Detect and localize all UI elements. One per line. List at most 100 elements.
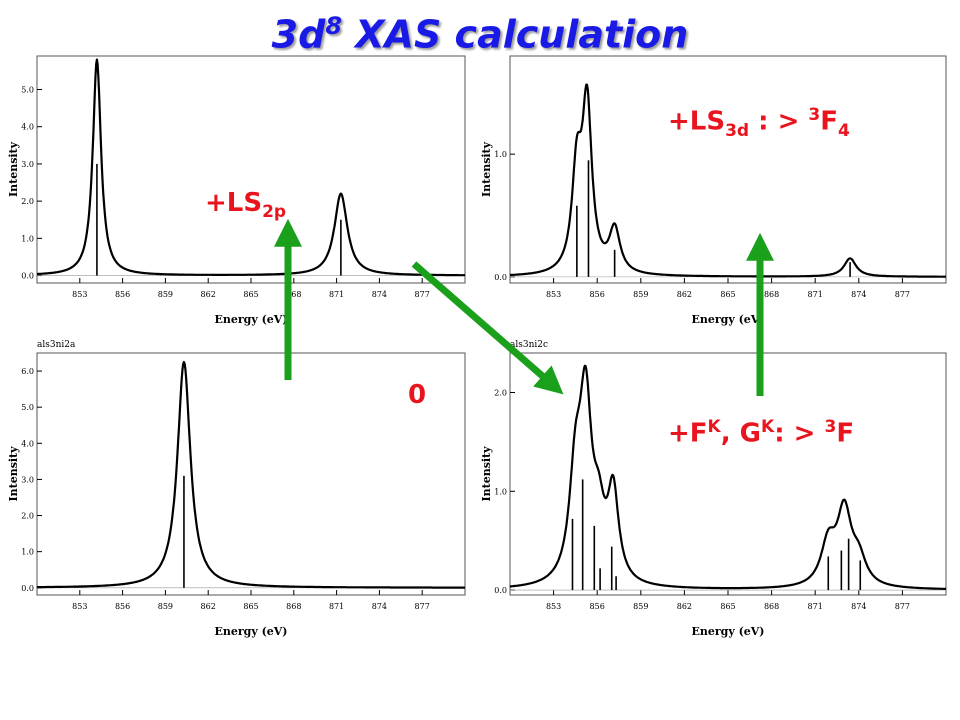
spectrum-curve (509, 83, 947, 278)
label-ls2p-sub: 2p (262, 202, 287, 223)
x-tick-label: 859 (158, 290, 173, 299)
label-zero-text: 0 (408, 380, 427, 410)
y-tick-label: 0.0 (494, 586, 507, 595)
x-tick-label: 862 (201, 602, 216, 611)
x-tick-label: 877 (895, 290, 910, 299)
x-tick-label: 853 (546, 290, 561, 299)
arrow-diagonal (411, 261, 564, 395)
x-tick-label: 868 (286, 602, 301, 611)
x-tick-label: 853 (72, 602, 87, 611)
plot-frame (36, 352, 466, 596)
x-tick-label: 856 (115, 602, 130, 611)
label-fk-a: +F (668, 418, 708, 449)
y-axis-label: Intensity (480, 446, 493, 502)
label-ls3d-tailsub: 4 (838, 120, 850, 141)
x-tick-label: 874 (372, 290, 387, 299)
y-tick-label: 2.0 (494, 389, 507, 398)
x-tick-label: 865 (720, 602, 735, 611)
x-tick-label: 856 (590, 602, 605, 611)
label-ls3d-text: +LS (668, 106, 726, 137)
label-ls2p: +LS2p (205, 188, 286, 227)
x-tick-label: 853 (72, 290, 87, 299)
plot-frame (509, 352, 947, 596)
y-axis-label: Intensity (7, 446, 20, 502)
x-tick-label: 871 (808, 602, 823, 611)
spectrum-curve (36, 58, 466, 277)
x-tick-label: 865 (243, 290, 258, 299)
y-tick-label: 1.0 (494, 487, 507, 496)
x-tick-label: 871 (329, 290, 344, 299)
x-tick-label: 862 (677, 290, 692, 299)
y-tick-label: 2.0 (21, 512, 34, 521)
y-tick-label: 1.0 (21, 234, 34, 243)
x-axis-label: Energy (eV) (214, 625, 287, 638)
x-tick-label: 859 (633, 290, 648, 299)
label-fk-asup: K (707, 417, 721, 437)
x-tick-label: 859 (158, 602, 173, 611)
label-fk-gk: +FK, GK: > 3F (668, 412, 854, 449)
label-fk-d: F (836, 418, 855, 449)
label-fk-bsup: K (761, 417, 775, 437)
x-tick-label: 868 (764, 290, 779, 299)
x-tick-label: 874 (372, 602, 387, 611)
y-axis-label: Intensity (480, 141, 493, 197)
spectrum-curve (36, 360, 466, 589)
y-tick-label: 6.0 (21, 367, 34, 376)
x-tick-label: 874 (851, 290, 866, 299)
spectrum-curve (509, 364, 947, 590)
panel-title: als3ni2c (510, 340, 548, 350)
label-fk-b: , G (720, 418, 762, 449)
x-tick-label: 871 (808, 290, 823, 299)
x-tick-label: 871 (329, 602, 344, 611)
y-tick-label: 1.0 (494, 150, 507, 159)
label-ls3d-sub: 3d (725, 120, 750, 141)
x-tick-label: 877 (415, 602, 430, 611)
x-axis-label: Energy (eV) (691, 625, 764, 638)
y-tick-label: 1.0 (21, 548, 34, 557)
x-tick-label: 868 (286, 290, 301, 299)
y-tick-label: 0.0 (21, 272, 34, 281)
panel-title: als3ni2a (37, 340, 76, 350)
chart-panel-bottom-right: 0.0 1.0 2.0 853 856 859 862 865 868 871 874 877 Ener… (480, 340, 947, 638)
y-tick-label: 2.0 (21, 197, 34, 206)
plot-frame (509, 55, 947, 284)
y-tick-label: 3.0 (21, 475, 34, 484)
x-tick-label: 856 (590, 290, 605, 299)
y-tick-label: 5.0 (21, 403, 34, 412)
x-tick-label: 865 (720, 290, 735, 299)
title-main: 3d (271, 12, 326, 57)
label-fk-c: : > (774, 418, 825, 449)
chart-panel-bottom-left: 0.0 1.0 2.0 3.0 4.0 5.0 6.0 853 856 859 862 865 868 8… (7, 340, 466, 638)
x-tick-label: 862 (677, 602, 692, 611)
transition-arrows (274, 218, 774, 396)
label-fk-csup: 3 (824, 417, 837, 437)
label-ls3d: +LS3d : > 3F4 (668, 100, 850, 146)
x-axis-label: Energy (eV) (214, 313, 287, 326)
x-tick-label: 877 (895, 602, 910, 611)
y-axis-label: Intensity (7, 141, 20, 197)
x-tick-label: 865 (243, 602, 258, 611)
spectra-panels: 0.0 1.0 2.0 3.0 4.0 5.0 853 856 859 862 865 868 871 8… (7, 55, 947, 638)
y-tick-label: 0.0 (21, 584, 34, 593)
y-tick-label: 4.0 (21, 439, 34, 448)
title-rest: XAS calculation (342, 12, 689, 57)
y-tick-label: 5.0 (21, 85, 34, 94)
x-tick-label: 853 (546, 602, 561, 611)
y-tick-label: 0.0 (494, 273, 507, 282)
slide-title: 3d8 XAS calculation (0, 0, 960, 61)
x-tick-label: 862 (201, 290, 216, 299)
x-tick-label: 877 (415, 290, 430, 299)
label-zero: 0 (408, 380, 426, 410)
title-superscript: 8 (325, 12, 343, 40)
x-tick-label: 859 (633, 602, 648, 611)
label-ls3d-sup: 3 (808, 105, 821, 125)
chart-panel-top-left: 0.0 1.0 2.0 3.0 4.0 5.0 853 856 859 862 865 868 871 8… (7, 55, 466, 326)
x-axis-label: Energy (eV) (691, 313, 764, 326)
y-tick-label: 3.0 (21, 160, 34, 169)
label-ls3d-rest: : > (749, 106, 809, 137)
x-tick-label: 874 (851, 602, 866, 611)
chart-panel-top-right: 0.0 1.0 853 856 859 862 865 868 871 874 877 Energy … (480, 55, 947, 326)
label-ls2p-text: +LS (205, 188, 263, 218)
x-tick-label: 868 (764, 602, 779, 611)
